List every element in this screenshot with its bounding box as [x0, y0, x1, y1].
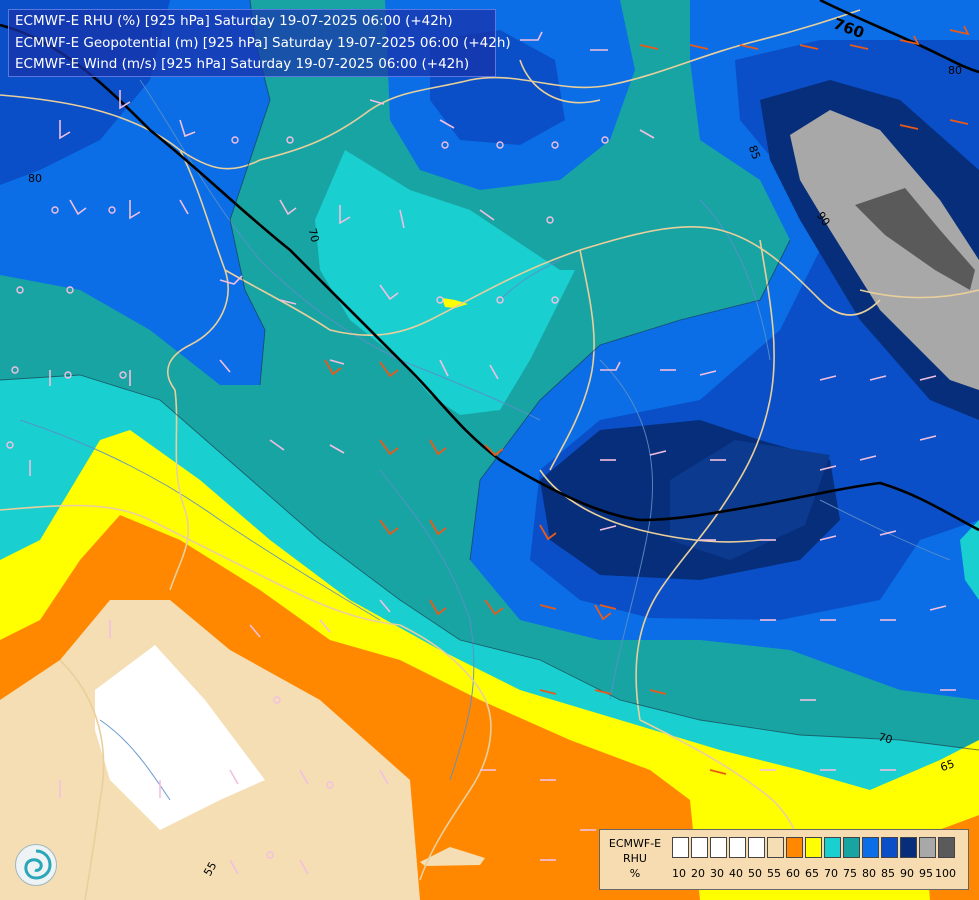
title-line-rhu: ECMWF-E RHU (%) [925 hPa] Saturday 19-07…: [15, 13, 453, 29]
rhu-label-80-west: 80: [28, 172, 42, 185]
rhu-60-spot: [442, 298, 468, 308]
legend-title: ECMWF-E RHU %: [604, 836, 666, 881]
legend-title-model: ECMWF-E: [608, 837, 662, 850]
rhu-95-area: [790, 110, 979, 390]
legend-tick-label: 75: [843, 867, 857, 880]
legend-tick-label: 70: [824, 867, 838, 880]
legend-swatch: [843, 837, 860, 858]
rhu-70-area-center: [315, 150, 575, 415]
legend-swatch: [767, 837, 784, 858]
title-line-geopotential: ECMWF-E Geopotential (m) [925 hPa] Satur…: [15, 35, 511, 51]
legend-swatch: [862, 837, 879, 858]
rhu-10-area-south: [95, 645, 265, 830]
legend-swatch: [748, 837, 765, 858]
geopotential-contour-760-ne: [819, 0, 979, 74]
legend-tick-label: 55: [767, 867, 781, 880]
legend-swatch: [824, 837, 841, 858]
legend-tick-label: 85: [881, 867, 895, 880]
rhu-70-area-east: [960, 520, 979, 600]
legend-swatch: [938, 837, 955, 858]
legend-swatch: [900, 837, 917, 858]
legend-swatch: [786, 837, 803, 858]
map-title-box: ECMWF-E RHU (%) [925 hPa] Saturday 19-07…: [8, 9, 511, 77]
legend-tick-label: 20: [691, 867, 705, 880]
rhu-label-85: 85: [746, 144, 763, 162]
legend-tick-label: 60: [786, 867, 800, 880]
rhu-legend: ECMWF-E RHU % 10 20 30 40 50 55 60 65 70 75 80 85 90…: [599, 829, 969, 890]
title-line-wind: ECMWF-E Wind (m/s) [925 hPa] Saturday 19…: [15, 56, 470, 72]
country-borders: [0, 9, 979, 900]
legend-swatch: [672, 837, 689, 858]
legend-swatch: [729, 837, 746, 858]
legend-tick-label: 95: [919, 867, 933, 880]
legend-tick-label: 65: [805, 867, 819, 880]
legend-swatch: [691, 837, 708, 858]
legend-title-variable: RHU: [623, 852, 647, 865]
rhu-label-55: 55: [201, 860, 219, 879]
rhu-label-70-center: 70: [305, 227, 321, 244]
legend-swatch: [710, 837, 727, 858]
rhu-100-area: [855, 188, 975, 290]
rhu-85-area-core: [670, 440, 830, 560]
rhu-label-70-south: 70: [877, 730, 894, 746]
legend-tick-label: 80: [862, 867, 876, 880]
wind-barbs-strong: [324, 25, 970, 775]
wind-barbs: [29, 31, 956, 875]
legend-tick-label: 100: [935, 867, 956, 880]
legend-swatch: [805, 837, 822, 858]
legend-tick-label: 50: [748, 867, 762, 880]
legend-swatch: [881, 837, 898, 858]
legend-tick-label: 90: [900, 867, 914, 880]
station-markers: [6, 136, 609, 859]
rhu-55-spot: [420, 847, 485, 866]
geopotential-contour-760: [0, 23, 979, 532]
rhu-label-65: 65: [939, 757, 957, 774]
legend-tick-label: 40: [729, 867, 743, 880]
ecmwf-logo-icon: [15, 844, 57, 886]
legend-tick-label: 10: [672, 867, 686, 880]
legend-tick-label: 30: [710, 867, 724, 880]
rhu-label-80-east: 80: [948, 64, 962, 77]
legend-swatch: [919, 837, 936, 858]
legend-title-unit: %: [629, 867, 641, 880]
